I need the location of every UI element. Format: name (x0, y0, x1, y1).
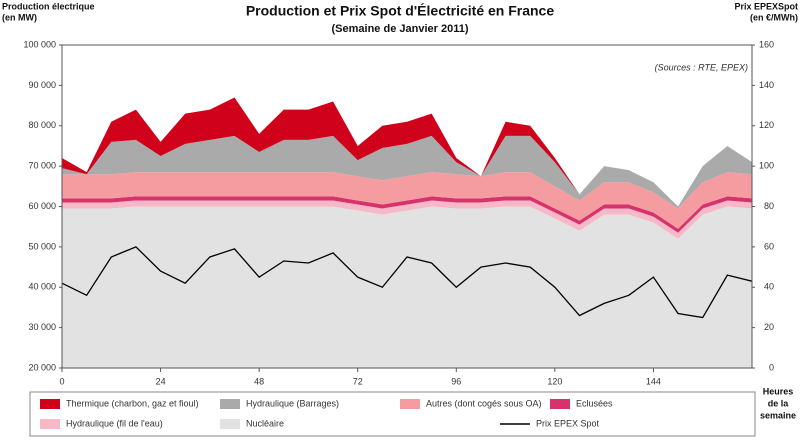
y2-tick-label: 160 (759, 39, 774, 49)
x-tick-label: 96 (451, 376, 461, 386)
y-tick-label: 80 000 (28, 120, 56, 130)
x-tick-label: 120 (547, 376, 562, 386)
y-tick-label: 50 000 (28, 241, 56, 251)
legend-label: Autres (dont cogés sous OA) (426, 398, 542, 408)
legend-label: Eclusées (576, 398, 613, 408)
plot-area (62, 97, 752, 368)
chart-title: Production et Prix Spot d'Électricité en… (246, 3, 555, 19)
y2-axis-label: Prix EPEXSpot (734, 1, 798, 11)
legend-label: Thermique (charbon, gaz et fioul) (66, 398, 199, 408)
plot-frame (61, 44, 753, 369)
x-tick-label: 144 (646, 376, 661, 386)
legend-swatch (220, 399, 240, 409)
y2-tick-label: 80 (764, 201, 774, 211)
x-axis-label: Heures (763, 386, 794, 396)
x-tick-label: 72 (353, 376, 363, 386)
y2-tick-label: 60 (764, 241, 774, 251)
y-tick-label: 40 000 (28, 282, 56, 292)
price-line (62, 246, 752, 319)
y2-tick-label: 20 (764, 322, 774, 332)
legend-swatch (220, 419, 240, 429)
legend-swatch (40, 399, 60, 409)
legend-swatch (40, 419, 60, 429)
legend-label: Hydraulique (Barrages) (246, 398, 339, 408)
x-tick-label: 48 (254, 376, 264, 386)
area (62, 206, 752, 368)
y-axis-label: Production électrique (2, 1, 95, 11)
legend-swatch (550, 399, 570, 409)
area (62, 172, 752, 229)
y-tick-label: 30 000 (28, 322, 56, 332)
legend-label: Prix EPEX Spot (536, 418, 600, 428)
y2-tick-label: 120 (759, 120, 774, 130)
y-tick-label: 90 000 (28, 80, 56, 90)
y2-tick-label: 140 (759, 80, 774, 90)
area (62, 135, 752, 209)
legend-label: Nucléaire (246, 418, 284, 428)
x-tick-label: 24 (156, 376, 166, 386)
area (62, 196, 752, 233)
y-axis-label: (en MW) (2, 12, 37, 22)
x-axis-label: semaine (760, 410, 796, 420)
legend-swatch (400, 399, 420, 409)
y2-axis-label: (en €/MWh) (750, 12, 798, 22)
area (62, 97, 752, 207)
x-axis-label: de la (768, 398, 790, 408)
y2-tick-label: 0 (769, 362, 774, 372)
chart-subtitle: (Semaine de Janvier 2011) (332, 23, 469, 35)
source-note: (Sources : RTE, EPEX) (655, 62, 748, 72)
legend-label: Hydraulique (fil de l'eau) (66, 418, 163, 428)
y2-tick-label: 100 (759, 161, 774, 171)
y-tick-label: 20 000 (28, 362, 56, 372)
y-tick-label: 100 000 (23, 39, 56, 49)
legend-box (29, 391, 756, 437)
y2-tick-label: 40 (764, 282, 774, 292)
x-tick-label: 0 (59, 376, 64, 386)
y-tick-label: 60 000 (28, 201, 56, 211)
y-tick-label: 70 000 (28, 161, 56, 171)
area (62, 200, 752, 239)
